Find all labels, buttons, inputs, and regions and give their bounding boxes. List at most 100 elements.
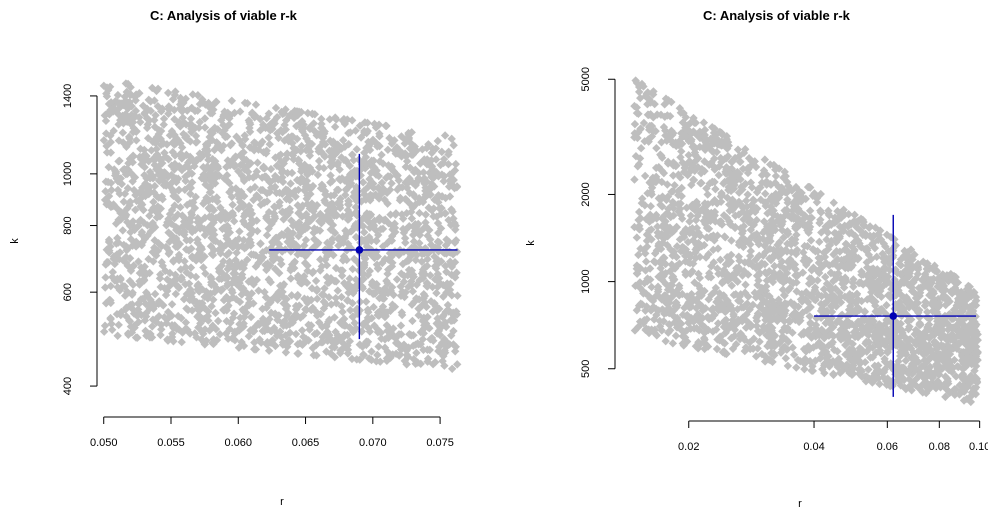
data-point (426, 335, 435, 344)
data-point (813, 276, 822, 285)
data-point (106, 148, 116, 157)
data-point (415, 275, 424, 285)
data-point (338, 116, 348, 126)
data-point (726, 169, 736, 179)
data-point (392, 275, 402, 284)
data-point (439, 176, 448, 186)
data-point (729, 310, 738, 319)
data-point (728, 195, 737, 204)
data-point (630, 119, 640, 129)
data-point (396, 321, 406, 330)
data-point (719, 211, 729, 220)
data-point (158, 261, 167, 271)
data-point (666, 325, 675, 335)
data-point (687, 289, 696, 299)
data-point (301, 252, 310, 261)
data-point (753, 309, 763, 318)
data-point (338, 136, 348, 145)
data-point (957, 297, 966, 306)
data-point (426, 235, 435, 244)
data-point (251, 251, 261, 260)
data-point (447, 134, 456, 144)
data-point (646, 306, 656, 315)
data-point (228, 288, 237, 297)
data-point (839, 205, 848, 215)
data-point (401, 162, 410, 172)
data-point (271, 233, 280, 243)
data-point (176, 93, 185, 103)
data-point (688, 236, 698, 245)
data-point (181, 176, 190, 186)
data-point (896, 261, 906, 270)
data-point (296, 228, 306, 237)
data-point (706, 134, 715, 144)
data-point (294, 232, 303, 241)
data-point (764, 266, 774, 276)
data-point (769, 251, 778, 261)
data-point (902, 297, 911, 306)
data-point (644, 226, 654, 235)
data-point (758, 251, 768, 260)
data-point (966, 397, 976, 407)
data-point (402, 209, 411, 218)
data-point (776, 213, 785, 222)
data-point (668, 292, 677, 301)
data-point (904, 303, 914, 312)
data-point (320, 284, 329, 293)
data-point (120, 164, 129, 174)
data-point (102, 92, 112, 101)
data-point (329, 190, 339, 200)
data-point (933, 364, 942, 373)
data-point (373, 327, 383, 337)
data-point (957, 373, 967, 382)
data-point (864, 365, 873, 374)
data-point (649, 302, 658, 312)
data-point (216, 203, 225, 212)
data-point (114, 320, 123, 330)
data-point (300, 186, 309, 195)
data-point (160, 168, 169, 177)
data-point (126, 83, 135, 92)
data-point (675, 103, 685, 113)
data-point (684, 150, 693, 160)
data-point (179, 294, 189, 304)
data-point (683, 237, 693, 247)
data-point (170, 151, 180, 160)
data-point (236, 187, 246, 197)
data-point (352, 306, 361, 316)
data-point (971, 361, 981, 371)
data-point (385, 162, 394, 172)
data-point (720, 154, 730, 163)
data-point (738, 271, 747, 280)
data-point (184, 169, 194, 178)
data-point (665, 320, 674, 329)
data-point (800, 359, 809, 369)
data-point (375, 357, 385, 366)
data-point (293, 340, 302, 349)
data-point (687, 202, 696, 212)
data-point (881, 274, 890, 283)
data-point (181, 318, 191, 327)
data-point (761, 315, 770, 325)
data-point (193, 91, 203, 100)
data-point (149, 197, 158, 207)
data-point (674, 170, 683, 179)
data-point (158, 195, 167, 204)
data-point (850, 210, 859, 220)
data-point (137, 160, 146, 169)
data-point (165, 104, 174, 113)
data-point (858, 230, 868, 240)
data-point (804, 218, 814, 228)
data-point (369, 302, 378, 312)
data-point (200, 175, 209, 185)
data-point (773, 246, 783, 255)
data-point (359, 340, 369, 349)
data-point (655, 316, 664, 326)
data-point (117, 179, 127, 189)
data-point (330, 352, 339, 362)
data-point (705, 268, 714, 278)
data-point (164, 109, 173, 118)
data-point (225, 114, 234, 123)
data-point (374, 342, 383, 351)
data-point (957, 333, 966, 342)
